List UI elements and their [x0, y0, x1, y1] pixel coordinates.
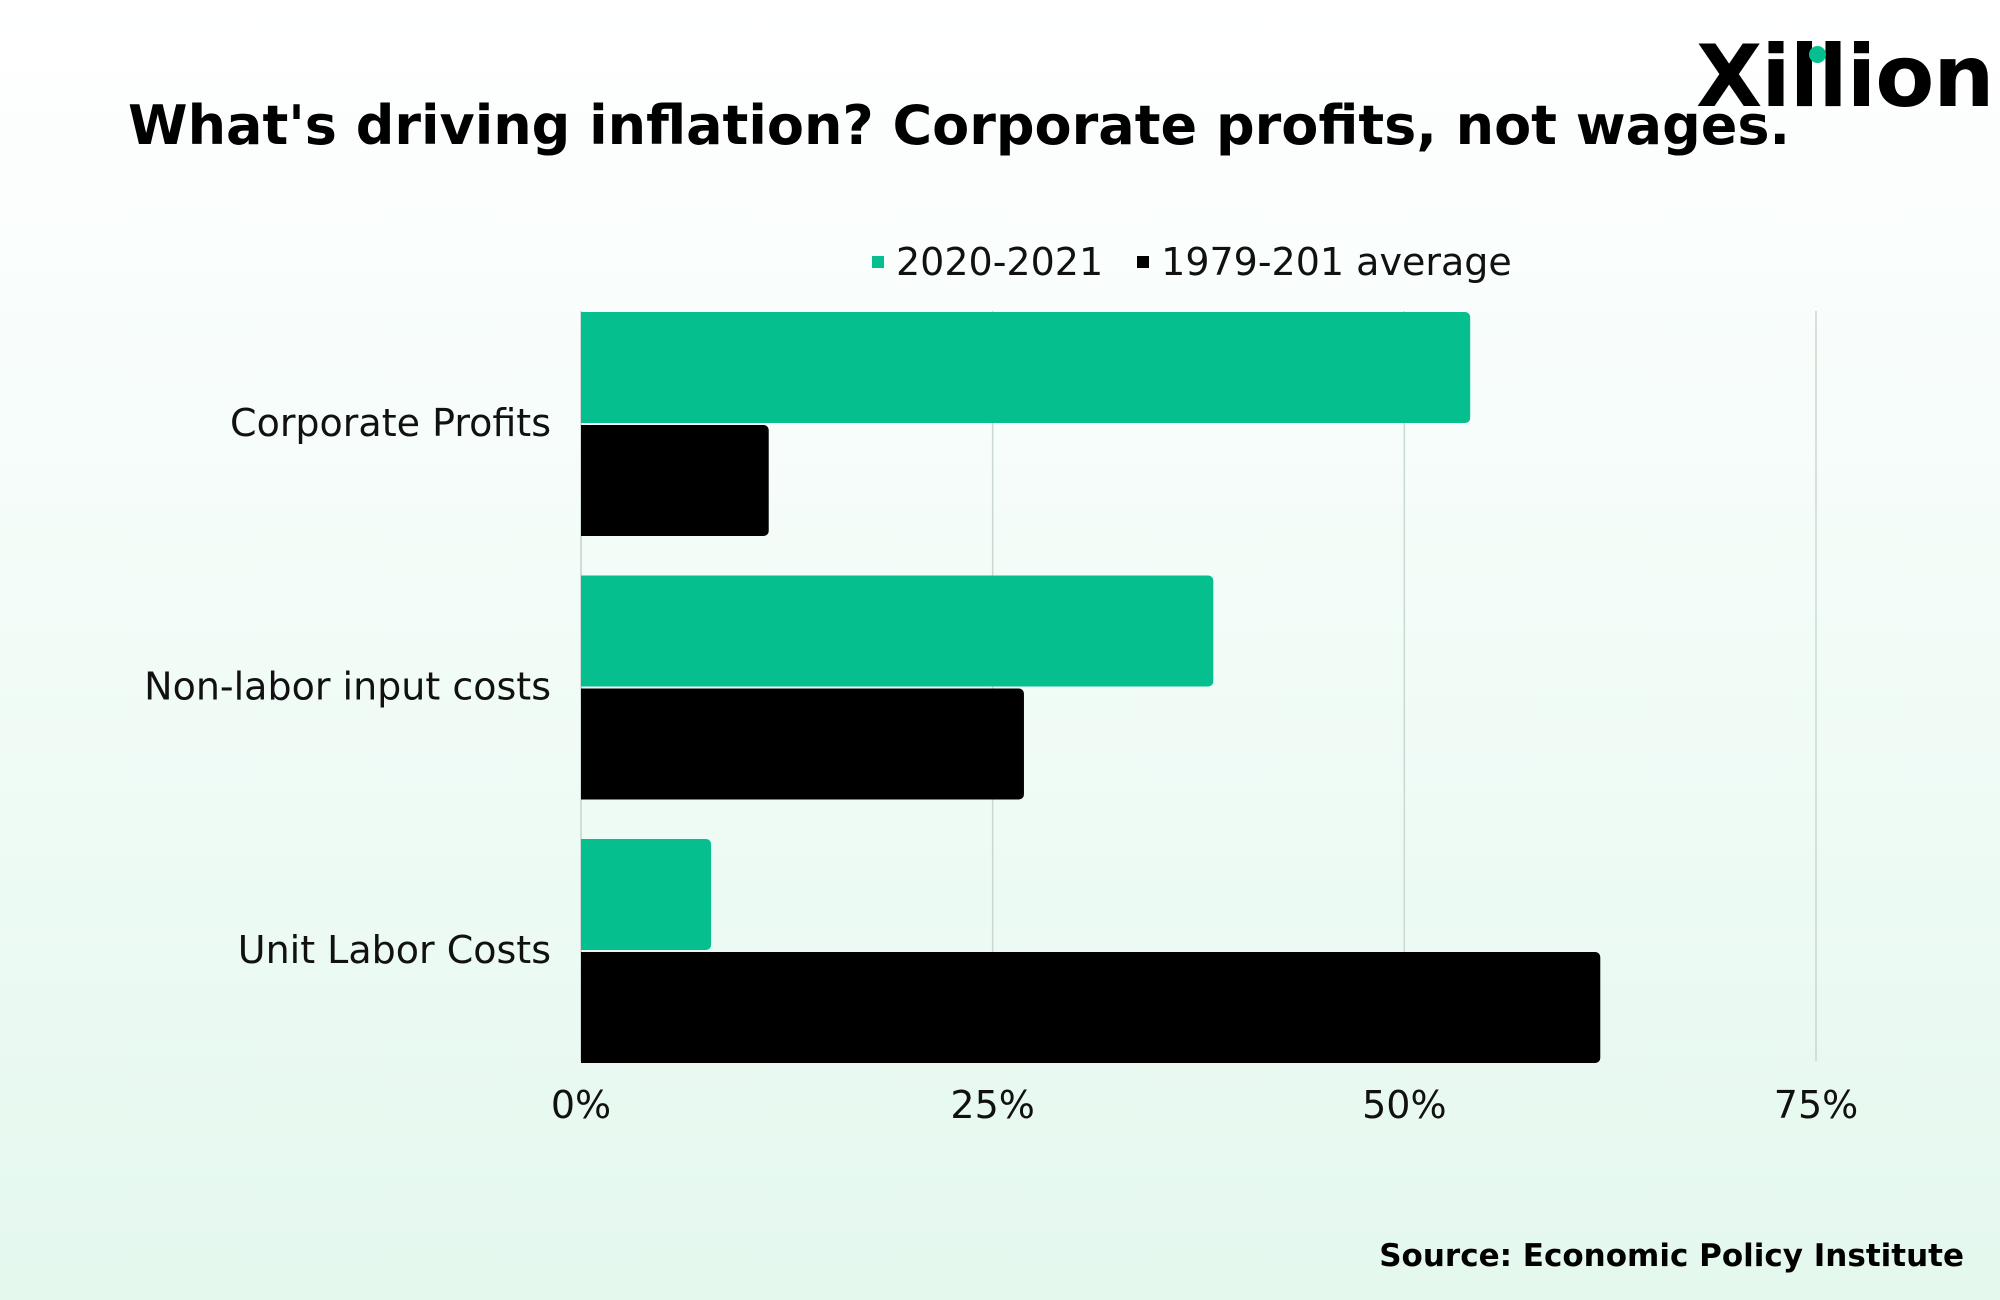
chart-title: What's driving inflation? Corporate prof…: [128, 94, 1791, 157]
category-label-2: Unit Labor Costs: [238, 928, 551, 972]
source-note: Source: Economic Policy Institute: [1379, 1238, 1964, 1274]
bar-2-series-1: [580, 952, 1601, 1063]
legend-swatch-current: [872, 256, 884, 268]
bar-0-series-1: [581, 425, 769, 536]
x-tick-label-2: 50%: [1362, 1083, 1446, 1127]
legend-label-current: 2020-2021: [896, 240, 1104, 284]
legend-item-average: 1979-201 average: [1137, 240, 1512, 284]
bar-2-series-0: [581, 839, 712, 950]
bars-layer: [580, 312, 1601, 1063]
bar-0-series-0: [580, 312, 1471, 423]
chart-legend: 2020-2021 1979-201 average: [872, 240, 1546, 284]
x-tick-label-0: 0%: [551, 1083, 611, 1127]
category-label-0: Corporate Profits: [230, 401, 551, 445]
legend-item-current: 2020-2021: [872, 240, 1103, 284]
bar-1-series-0: [581, 575, 1214, 687]
labels-layer: 0% 25% 50% 75% Corporate Profits Non-labor in…: [144, 401, 1858, 1127]
legend-swatch-average: [1137, 256, 1150, 268]
x-tick-label-3: 75%: [1774, 1083, 1858, 1127]
legend-label-average: 1979-201 average: [1161, 240, 1512, 284]
brand-logo-dot: [1809, 46, 1826, 63]
x-tick-label-1: 25%: [950, 1083, 1034, 1127]
brand-logo: Xillion: [1696, 27, 1995, 127]
category-label-1: Non-labor input costs: [144, 665, 551, 709]
bar-1-series-1: [581, 688, 1024, 800]
